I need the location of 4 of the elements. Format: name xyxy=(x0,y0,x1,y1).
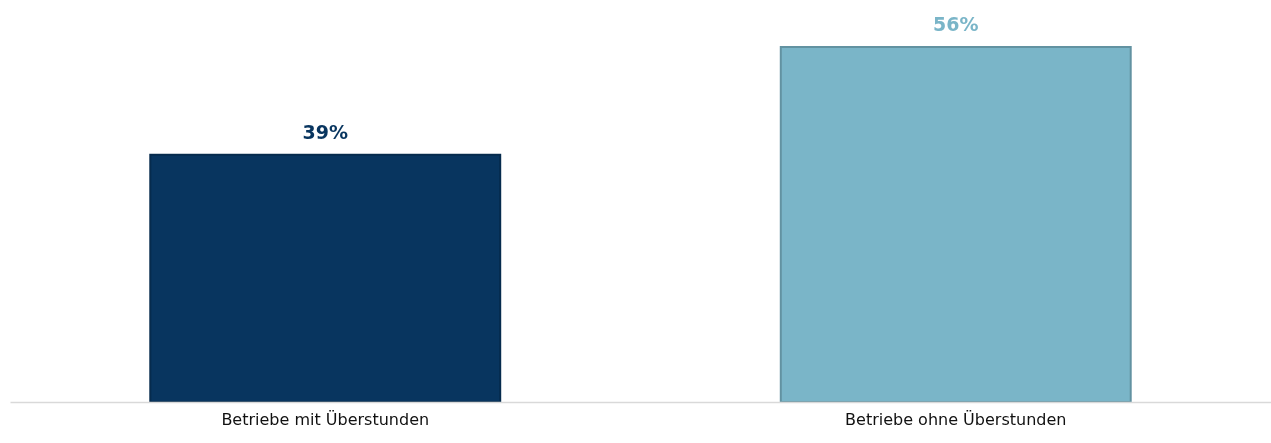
data-label: 39% xyxy=(302,120,348,143)
x-tick-label: Betriebe ohne Überstunden xyxy=(845,410,1067,430)
data-label: 56% xyxy=(933,13,979,35)
x-tick-label: Betriebe mit Überstunden xyxy=(221,410,430,430)
